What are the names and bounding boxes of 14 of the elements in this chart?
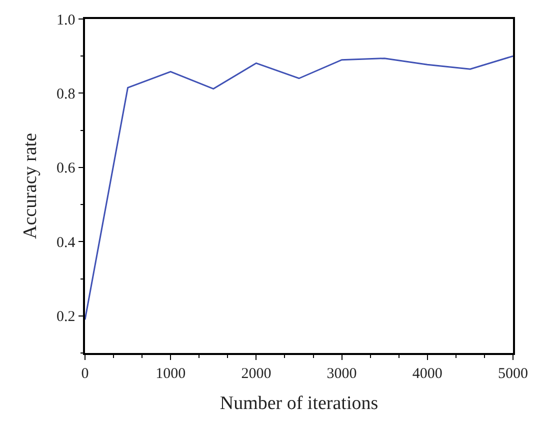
y-tick-label: 0.8 (56, 86, 76, 102)
y-tick-label: 1.0 (56, 12, 76, 28)
x-tick-label: 4000 (412, 366, 442, 382)
y-tick-label: 0.6 (56, 160, 76, 177)
y-tick-label: 0.4 (56, 234, 76, 251)
x-tick-label: 2000 (241, 366, 272, 382)
y-tick-label: 0.2 (56, 309, 76, 326)
x-tick-label: 0 (81, 366, 89, 382)
x-tick-label: 1000 (156, 366, 186, 382)
line-series (85, 55, 513, 320)
y-axis-title: Accuracy rate (20, 132, 41, 240)
x-tick-label: 5000 (498, 366, 528, 382)
x-axis-title: Number of iterations (220, 393, 378, 414)
x-tick-label: 3000 (326, 366, 357, 382)
